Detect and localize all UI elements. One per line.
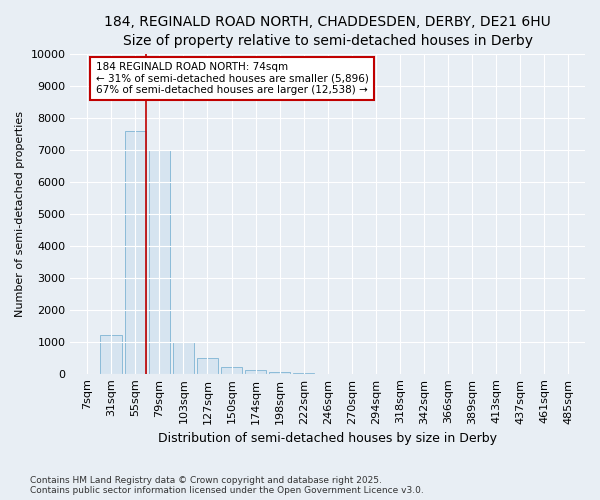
Bar <box>125 130 146 374</box>
Bar <box>173 342 194 374</box>
Bar <box>221 368 242 374</box>
Bar <box>149 150 170 374</box>
Title: 184, REGINALD ROAD NORTH, CHADDESDEN, DERBY, DE21 6HU
Size of property relative : 184, REGINALD ROAD NORTH, CHADDESDEN, DE… <box>104 15 551 48</box>
Text: Contains HM Land Registry data © Crown copyright and database right 2025.
Contai: Contains HM Land Registry data © Crown c… <box>30 476 424 495</box>
X-axis label: Distribution of semi-detached houses by size in Derby: Distribution of semi-detached houses by … <box>158 432 497 445</box>
Bar <box>269 372 290 374</box>
Y-axis label: Number of semi-detached properties: Number of semi-detached properties <box>15 111 25 317</box>
Bar <box>100 336 122 374</box>
Text: 184 REGINALD ROAD NORTH: 74sqm
← 31% of semi-detached houses are smaller (5,896): 184 REGINALD ROAD NORTH: 74sqm ← 31% of … <box>95 62 368 95</box>
Bar <box>197 358 218 374</box>
Bar <box>245 370 266 374</box>
